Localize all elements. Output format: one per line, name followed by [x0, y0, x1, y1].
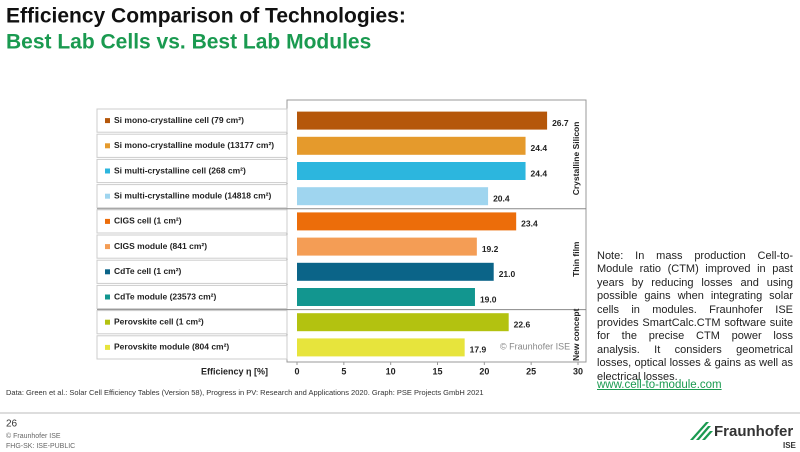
legend-swatch	[105, 218, 110, 224]
value-label: 22.6	[514, 319, 531, 329]
logo-text: Fraunhofer	[714, 423, 793, 440]
bar	[297, 262, 494, 281]
chart-subtitle: Best Lab Cells vs. Best Lab Modules	[6, 31, 371, 54]
legend-swatch	[105, 143, 110, 149]
label-box	[96, 108, 288, 133]
bar	[297, 187, 489, 206]
y-tick-label: Perovskite cell (1 cm²)	[114, 316, 204, 326]
label-box	[96, 335, 288, 360]
label-box	[96, 209, 288, 234]
label-box	[96, 259, 288, 284]
y-tick-label: Si multi-crystalline cell (268 cm²)	[114, 165, 246, 175]
legend-swatch	[105, 244, 110, 250]
y-tick-label: Si mono-crystalline cell (79 cm²)	[114, 115, 244, 125]
x-tick-label: 25	[526, 366, 536, 376]
value-label: 24.4	[531, 143, 548, 153]
label-box	[96, 158, 288, 184]
page-number: 26	[6, 419, 18, 430]
value-label: 20.4	[493, 193, 510, 203]
legend-swatch	[105, 168, 110, 174]
legend-swatch	[105, 294, 110, 300]
legend-swatch	[105, 319, 110, 325]
group-label: Crystalline Silicon	[571, 122, 581, 196]
bar	[297, 111, 548, 130]
logo-mark	[690, 422, 713, 440]
value-label: 19.0	[480, 294, 497, 304]
bar	[297, 338, 465, 357]
value-label: 24.4	[531, 168, 548, 178]
x-tick-label: 20	[479, 366, 489, 376]
x-tick-label: 30	[573, 366, 583, 376]
bar	[297, 212, 517, 231]
watermark: © Fraunhofer ISE	[500, 341, 570, 351]
value-label: 21.0	[499, 269, 516, 279]
value-label: 26.7	[552, 118, 569, 128]
label-box	[96, 234, 288, 259]
bar	[297, 313, 509, 332]
label-box	[96, 184, 288, 209]
y-tick-label: CdTe module (23573 cm²)	[114, 291, 217, 301]
label-box	[96, 133, 288, 158]
y-tick-label: CIGS module (841 cm²)	[114, 241, 207, 251]
legend-swatch	[105, 118, 110, 124]
legend-swatch	[105, 193, 110, 199]
value-label: 19.2	[482, 244, 499, 254]
copyright: © Fraunhofer ISE	[6, 432, 61, 440]
x-tick-label: 5	[341, 366, 346, 376]
y-tick-label: Perovskite module (804 cm²)	[114, 342, 229, 352]
value-label: 23.4	[521, 219, 538, 229]
source: Data: Green et al.: Solar Cell Efficienc…	[6, 388, 484, 397]
x-tick-label: 0	[294, 366, 299, 376]
value-label: 17.9	[470, 345, 487, 355]
label-box	[96, 284, 288, 310]
bar	[297, 288, 475, 306]
bar	[297, 237, 477, 256]
legend-swatch	[105, 344, 110, 350]
label-box	[96, 310, 288, 335]
chart-title: Efficiency Comparison of Technologies:	[6, 5, 406, 28]
y-tick-label: CdTe cell (1 cm²)	[114, 266, 182, 276]
y-tick-label: CIGS cell (1 cm²)	[114, 216, 182, 226]
x-axis-label: Efficiency η [%]	[201, 366, 268, 376]
link[interactable]: www.cell-to-module.com	[597, 379, 722, 391]
note: Note: In mass production Cell-to-Module …	[597, 250, 793, 383]
bar	[297, 136, 526, 155]
group-label: Thin film	[571, 241, 581, 277]
group-label: New concept	[571, 308, 581, 361]
logo-sub: ISE	[783, 441, 797, 450]
x-tick-label: 15	[432, 366, 442, 376]
y-tick-label: Si multi-crystalline module (14818 cm²)	[114, 190, 271, 200]
legend-swatch	[105, 269, 110, 275]
classification: FHG-SK: ISE-PUBLIC	[6, 443, 75, 450]
y-tick-label: Si mono-crystalline module (13177 cm²)	[114, 140, 274, 150]
x-tick-label: 10	[386, 366, 396, 376]
bar	[297, 162, 526, 180]
